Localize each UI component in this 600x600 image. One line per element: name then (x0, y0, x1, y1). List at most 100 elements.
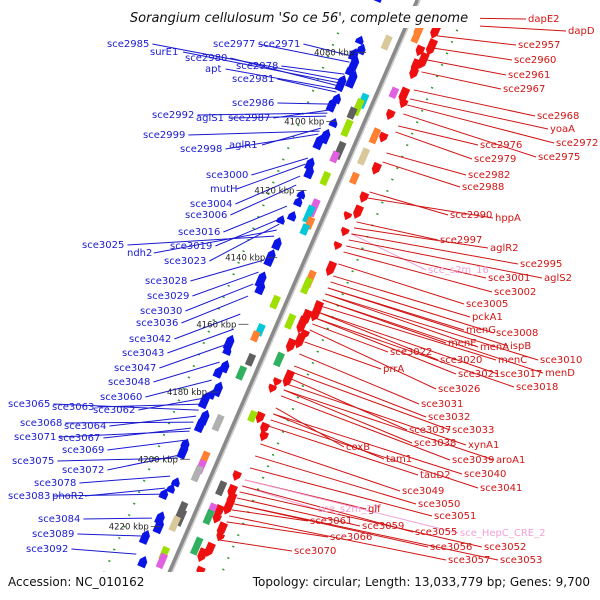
gene-label-right[interactable]: sce2961 (508, 70, 550, 81)
gene-label-right[interactable]: pckA1 (472, 312, 503, 323)
gene-label-left[interactable]: sce2987 (228, 113, 270, 124)
gene-label-right[interactable]: sce3038 (414, 438, 456, 449)
gene-label-left[interactable]: ndh2 (127, 248, 152, 259)
gene-label-right[interactable]: sce3055 (415, 527, 457, 538)
gene-label-left[interactable]: sce2992 (152, 110, 194, 121)
gene-label-right[interactable]: sce2972 (556, 138, 598, 149)
gene-label-right[interactable]: sce3057 (448, 555, 490, 566)
gene-label-left[interactable]: sce2998 (180, 144, 222, 155)
gene-label-left[interactable]: sce3000 (206, 170, 248, 181)
gene-label-left[interactable]: sce3083 (8, 491, 50, 502)
gene-label-right[interactable]: dapD (568, 26, 595, 37)
gene-label-right[interactable]: sce2968 (537, 111, 579, 122)
gene-label-right[interactable]: sce3018 (516, 382, 558, 393)
gene-label-right[interactable]: sce3061 (310, 516, 352, 527)
gene-label-left[interactable]: sce3071 (14, 432, 56, 443)
gene-label-right[interactable]: sce3066 (330, 532, 372, 543)
gene-label-right[interactable]: sce3049 (402, 486, 444, 497)
gene-label-right[interactable]: dapE2 (528, 14, 560, 25)
gene-label-left[interactable]: sce3064 (64, 421, 106, 432)
gene-label-right[interactable]: sce3031 (421, 399, 463, 410)
gene-label-left[interactable]: sce3067 (58, 433, 100, 444)
gene-label-right[interactable]: tauD2 (420, 470, 450, 481)
gene-label-left[interactable]: mutH (210, 184, 238, 195)
gene-label-left[interactable]: sce3028 (145, 276, 187, 287)
gene-label-right[interactable]: sce3040 (464, 469, 506, 480)
gene-label-right[interactable]: menA (480, 342, 509, 353)
gene-label-right[interactable]: sce2967 (503, 84, 545, 95)
gene-label-left[interactable]: sce3068 (20, 418, 62, 429)
gene-label-left[interactable]: sce3069 (62, 445, 104, 456)
gene-label-right[interactable]: prrA (383, 364, 404, 375)
gene-label-right[interactable]: tam1 (386, 454, 412, 465)
gene-label-right[interactable]: hppA (495, 213, 521, 224)
gene-label-right[interactable]: aglS2 (544, 273, 572, 284)
gene-label-right[interactable]: aglR2 (490, 243, 519, 254)
gene-label-left[interactable]: sce2978 (236, 61, 278, 72)
gene-label-right[interactable]: sce2995 (520, 259, 562, 270)
gene-label-left[interactable]: sce3063 (52, 402, 94, 413)
gene-label-left[interactable]: sce2971 (258, 39, 300, 50)
gene-label-left[interactable]: sce3072 (62, 465, 104, 476)
gene-label-right[interactable]: sce3026 (438, 384, 480, 395)
gene-label-left[interactable]: phoR2 (52, 491, 84, 502)
gene-label-left[interactable]: sce2977 (213, 39, 255, 50)
gene-label-right[interactable]: sce3021 (458, 369, 500, 380)
gene-label-right[interactable]: sce3051 (434, 511, 476, 522)
gene-label-right[interactable]: sce3002 (494, 287, 536, 298)
gene-label-right[interactable]: sce2960 (514, 55, 556, 66)
gene-label-right[interactable]: sce3059 (362, 521, 404, 532)
gene-label-left[interactable]: sce3042 (129, 334, 171, 345)
gene-label-left[interactable]: sce2985 (107, 39, 149, 50)
gene-label-left[interactable]: sce2981 (232, 74, 274, 85)
gene-label-left[interactable]: apt (205, 64, 221, 75)
gene-label-right[interactable]: sce3005 (466, 299, 508, 310)
gene-label-right[interactable]: menE (448, 338, 477, 349)
gene-label-right[interactable]: sce3017 (500, 369, 542, 380)
gene-label-left[interactable]: sce3060 (100, 392, 142, 403)
gene-label-right[interactable]: sce2976 (480, 140, 522, 151)
gene-label-left[interactable]: sce3065 (8, 399, 50, 410)
gene-label-right[interactable]: sce2982 (468, 170, 510, 181)
gene-label-right[interactable]: sce3010 (540, 355, 582, 366)
gene-label-left[interactable]: aglR1 (229, 140, 258, 151)
gene-label-left[interactable]: sce3048 (108, 377, 150, 388)
gene-label-left[interactable]: sce3089 (32, 529, 74, 540)
gene-label-left[interactable]: sce3043 (122, 348, 164, 359)
gene-label-left[interactable]: sce2999 (143, 130, 185, 141)
gene-label-right[interactable]: glf (368, 504, 381, 515)
gene-label-right[interactable]: sce2988 (462, 182, 504, 193)
gene-label-left[interactable]: sce3078 (34, 478, 76, 489)
gene-label-right[interactable]: coxB (346, 442, 370, 453)
gene-label-right[interactable]: menD (545, 368, 575, 379)
gene-label-left[interactable]: sce3023 (164, 256, 206, 267)
gene-label-left[interactable]: sce3006 (185, 210, 227, 221)
gene-label-left[interactable]: sce3075 (12, 456, 54, 467)
gene-label-right[interactable]: sce3022 (390, 347, 432, 358)
gene-label-left[interactable]: sce3004 (190, 199, 232, 210)
gene-label-right[interactable]: sce3032 (428, 412, 470, 423)
gene-label-left[interactable]: sce3062 (93, 405, 135, 416)
gene-label-right[interactable]: sce3020 (440, 355, 482, 366)
gene-label-left[interactable]: sce3084 (38, 514, 80, 525)
gene-label-right[interactable]: ispB (510, 341, 531, 352)
gene-label-left[interactable]: aglS1 (196, 113, 224, 124)
gene-label-right[interactable]: sce_s2m_16 (428, 265, 489, 276)
gene-label-right[interactable]: sce2990 (450, 210, 492, 221)
gene-label-right[interactable]: sce3050 (418, 499, 460, 510)
gene-label-left[interactable]: sce3030 (140, 306, 182, 317)
gene-label-right[interactable]: sce3033 (452, 425, 494, 436)
gene-label-right[interactable]: sce_HepC_CRE_2 (460, 528, 545, 539)
gene-label-right[interactable]: yoaA (550, 124, 575, 135)
gene-label-left[interactable]: sce3016 (178, 227, 220, 238)
gene-label-right[interactable]: xynA1 (468, 440, 499, 451)
gene-label-right[interactable]: sce3070 (294, 546, 336, 557)
gene-label-left[interactable]: sce3025 (82, 240, 124, 251)
gene-label-right[interactable]: sce2979 (474, 154, 516, 165)
gene-label-right[interactable]: sce3052 (484, 542, 526, 553)
gene-label-left[interactable]: sce3019 (170, 241, 212, 252)
gene-label-left[interactable]: sce2986 (232, 98, 274, 109)
gene-label-right[interactable]: sce2957 (518, 40, 560, 51)
gene-label-right[interactable]: menG (466, 325, 496, 336)
gene-label-right[interactable]: sce2975 (538, 152, 580, 163)
